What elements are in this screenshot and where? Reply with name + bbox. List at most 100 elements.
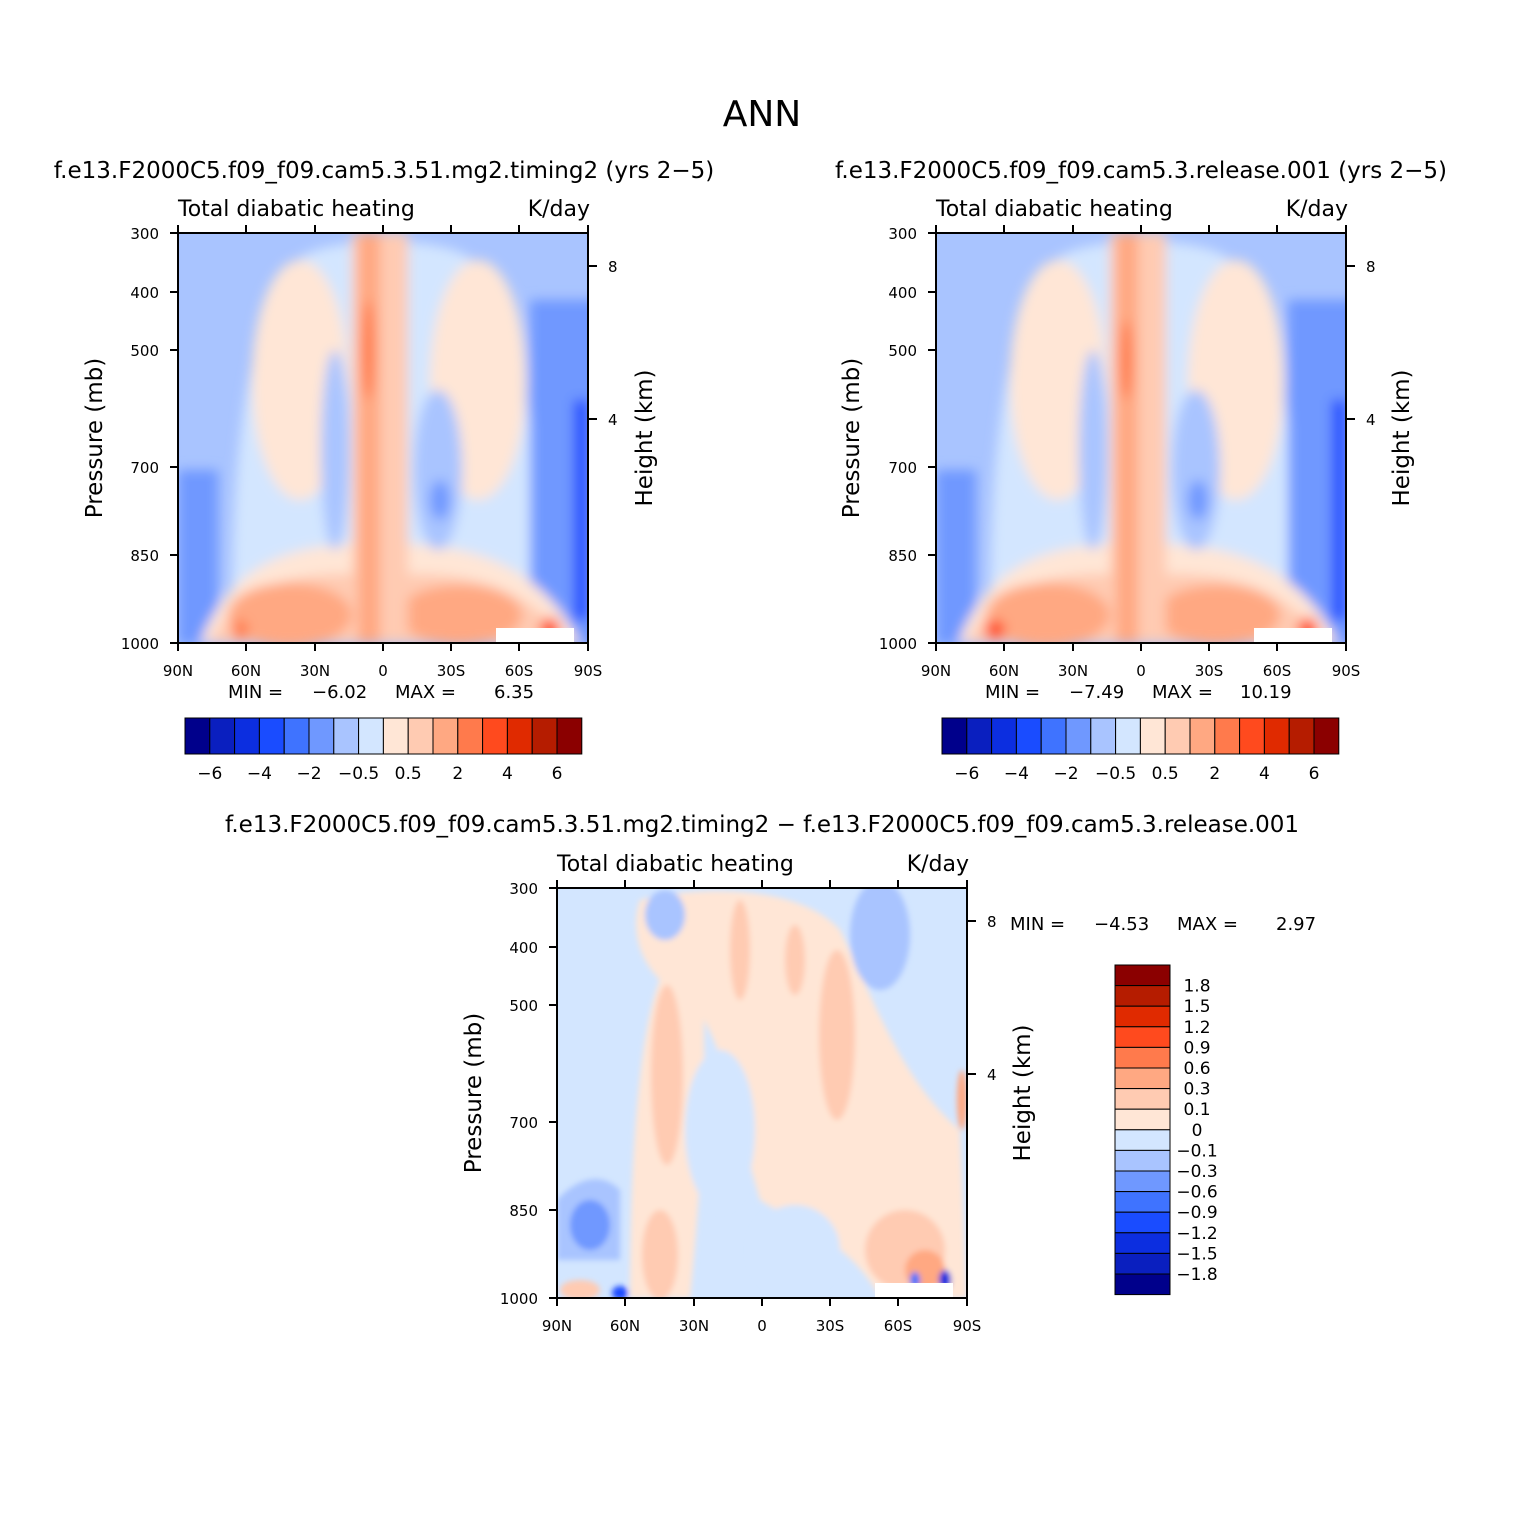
panel-1-ytick-label: 400 — [130, 284, 159, 302]
colorbar-level-label: 0.5 — [395, 764, 422, 784]
panel-2-xtick-label: 60S — [1263, 662, 1292, 680]
colorbar-level-label: −1.5 — [1176, 1244, 1217, 1264]
colorbar-level-label: 1.5 — [1183, 997, 1210, 1017]
panel-1-contour-field — [178, 233, 588, 643]
panel-1: f.e13.F2000C5.f09_f09.cam5.3.51.mg2.timi… — [54, 158, 715, 784]
colorbar-swatch — [1114, 1149, 1171, 1172]
panel-2-xtick-label: 30N — [1058, 662, 1088, 680]
panel-2-ylabel: Pressure (mb) — [839, 358, 865, 518]
colorbar-swatch — [1263, 717, 1290, 755]
panel-3-x-ticks — [549, 880, 976, 1306]
panel-2-variable: Total diabatic heating — [935, 197, 1173, 222]
colorbar-swatch — [234, 717, 260, 755]
panel-3-ytick-label: 300 — [509, 880, 538, 898]
panel-1-xtick-label: 60N — [231, 662, 261, 680]
colorbar-swatch — [1114, 1232, 1171, 1254]
panel-2-units: K/day — [1286, 197, 1348, 222]
colorbar-swatch — [1114, 1170, 1171, 1193]
panel-2-xtick-label: 30S — [1195, 662, 1224, 680]
panel-2-contour-field — [936, 233, 1346, 643]
panel-1-y2label: Height (km) — [632, 369, 658, 506]
colorbar-level-label: 1.2 — [1183, 1018, 1210, 1038]
colorbar-swatch — [1114, 985, 1171, 1007]
panel-3: f.e13.F2000C5.f09_f09.cam5.3.51.mg2.timi… — [225, 812, 1316, 1335]
panel-2-ytick-label: 400 — [888, 284, 917, 302]
panel-2-case-title: f.e13.F2000C5.f09_f09.cam5.3.release.001… — [835, 158, 1447, 184]
panel-3-case-title: f.e13.F2000C5.f09_f09.cam5.3.51.mg2.timi… — [225, 812, 1299, 838]
panel-1-ytick-label: 700 — [130, 459, 159, 477]
panel-2-colorbar: −6 −4 −2 −0.5 0.5 2 4 6 — [941, 717, 1340, 784]
panel-2-ytick-label: 500 — [888, 342, 917, 360]
colorbar-level-label: 1.8 — [1183, 977, 1210, 997]
panel-2-xtick-label: 90S — [1332, 662, 1361, 680]
panel-1-ylabel: Pressure (mb) — [82, 358, 108, 518]
panel-3-ytick-label: 700 — [509, 1114, 538, 1132]
colorbar-swatch — [1114, 1026, 1171, 1048]
colorbar-swatch — [457, 717, 484, 755]
colorbar-level-label: −4 — [247, 764, 272, 784]
panel-3-xtick-label: 90N — [542, 1317, 572, 1335]
colorbar-level-label: 0.5 — [1152, 764, 1179, 784]
panel-1-xtick-label: 30N — [300, 662, 330, 680]
colorbar-swatch — [333, 717, 360, 755]
colorbar-swatch — [966, 717, 993, 755]
colorbar-level-label: −2 — [1053, 764, 1078, 784]
panel-3-xtick-label: 60S — [884, 1317, 913, 1335]
colorbar-level-label: −6 — [954, 764, 979, 784]
colorbar-swatch — [1114, 1088, 1171, 1110]
colorbar-swatch — [1114, 1108, 1171, 1131]
panel-2-xtick-label: 60N — [989, 662, 1019, 680]
colorbar-level-label: 0 — [1192, 1121, 1203, 1141]
panel-2-xtick-label: 0 — [1136, 662, 1146, 680]
colorbar-swatch — [283, 717, 310, 755]
colorbar-swatch — [382, 717, 409, 755]
colorbar-level-label: 0.1 — [1183, 1100, 1210, 1120]
panel-1-max-label: MAX = — [395, 682, 456, 703]
colorbar-swatch — [1239, 717, 1265, 755]
panel-2-y2label: Height (km) — [1389, 369, 1415, 506]
panel-1-xtick-label: 90N — [163, 662, 193, 680]
colorbar-level-label: −0.3 — [1176, 1162, 1217, 1182]
colorbar-swatch — [531, 717, 558, 755]
panel-2-min-value: −7.49 — [1069, 682, 1124, 703]
colorbar-level-label: 6 — [1309, 764, 1320, 784]
panel-2-ytick-label: 700 — [888, 459, 917, 477]
colorbar-swatch — [1288, 717, 1315, 755]
colorbar-swatch — [1114, 964, 1171, 987]
panel-1-units: K/day — [528, 197, 590, 222]
panel-2-x-ticks — [928, 225, 1355, 651]
colorbar-swatch — [358, 717, 384, 755]
panel-1-max-value: 6.35 — [494, 682, 534, 703]
panel-1-xtick-label: 90S — [574, 662, 603, 680]
panel-3-xtick-label: 30S — [816, 1317, 845, 1335]
panel-3-ytick-label: 500 — [509, 997, 538, 1015]
panel-1-x-ticks — [170, 225, 597, 651]
colorbar-level-label: −0.5 — [338, 764, 379, 784]
panel-1-variable: Total diabatic heating — [177, 197, 415, 222]
panel-2-xtick-label: 90N — [921, 662, 951, 680]
panel-3-units: K/day — [907, 852, 969, 877]
colorbar-swatch — [941, 717, 968, 755]
panel-1-case-title: f.e13.F2000C5.f09_f09.cam5.3.51.mg2.timi… — [54, 158, 715, 184]
colorbar-level-label: −0.9 — [1176, 1203, 1217, 1223]
colorbar-swatch — [1114, 1191, 1171, 1213]
panel-1-y2tick-label: 4 — [608, 411, 618, 429]
colorbar-swatch — [1189, 717, 1216, 755]
colorbar-swatch — [1139, 717, 1166, 755]
colorbar-swatch — [1114, 1211, 1171, 1234]
panel-1-colorbar: −6 −4 −2 −0.5 0.5 2 4 6 — [184, 717, 583, 784]
panel-3-xtick-label: 60N — [610, 1317, 640, 1335]
colorbar-level-label: −1.2 — [1176, 1224, 1217, 1244]
colorbar-level-label: −4 — [1004, 764, 1029, 784]
panel-2-ytick-label: 300 — [888, 225, 917, 243]
colorbar-level-label: −0.5 — [1095, 764, 1136, 784]
colorbar-swatch — [407, 717, 434, 755]
panel-2-y2tick-label: 8 — [1366, 258, 1376, 276]
panel-3-ytick-label: 850 — [509, 1202, 538, 1220]
panel-3-xtick-label: 0 — [757, 1317, 767, 1335]
colorbar-swatch — [1065, 717, 1092, 755]
figure-title: ANN — [723, 94, 802, 135]
colorbar-swatch — [1313, 717, 1340, 755]
colorbar-level-label: −0.6 — [1176, 1183, 1217, 1203]
panel-1-xtick-label: 30S — [437, 662, 466, 680]
